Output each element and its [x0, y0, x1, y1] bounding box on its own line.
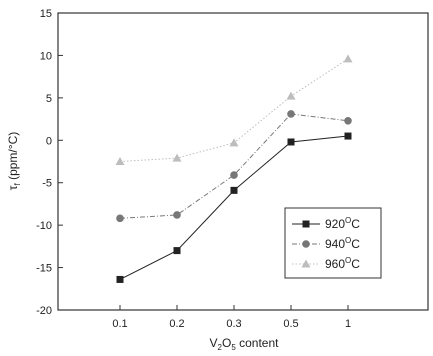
point-920 — [173, 247, 181, 255]
point-940 — [344, 116, 352, 125]
point-920 — [230, 186, 238, 194]
legend-label-960: 960OC — [325, 256, 360, 271]
plot-frame — [57, 12, 429, 311]
x-tick-label: 0.1 — [112, 318, 127, 330]
y-tick-label: -15 — [36, 263, 52, 275]
y-tick-label: 5 — [46, 93, 52, 105]
x-tick-label: 0.5 — [283, 318, 298, 330]
legend-marker-920 — [302, 220, 310, 228]
x-tick-label: 0.2 — [169, 318, 184, 330]
point-960 — [343, 54, 353, 63]
point-960 — [172, 153, 182, 162]
point-940 — [287, 110, 295, 118]
legend-box — [284, 207, 382, 279]
x-axis-title: V2O5 content — [210, 336, 280, 352]
point-940 — [116, 214, 124, 223]
legend-label-940: 940OC — [325, 236, 360, 251]
y-tick-label: 10 — [40, 50, 52, 62]
point-920 — [116, 275, 124, 283]
point-960 — [286, 91, 296, 100]
legend-marker-940 — [302, 240, 310, 248]
y-axis-title: τf (ppm/°C) — [6, 132, 22, 190]
point-920 — [287, 138, 295, 146]
series-layer — [115, 54, 353, 283]
x-tick-label: 0.3 — [226, 318, 241, 330]
y-tick-label: -10 — [36, 220, 52, 232]
y-tick-label: -5 — [42, 178, 52, 190]
series-line-940 — [119, 113, 349, 219]
x-tick-label: 1 — [345, 318, 351, 330]
point-940 — [230, 171, 238, 179]
legend: 920OC 940OC 960OC — [284, 207, 382, 279]
point-940 — [173, 211, 181, 219]
legend-label-920: 920OC — [325, 216, 360, 231]
y-tick-label: 15 — [40, 8, 52, 20]
legend-marker-960 — [301, 259, 311, 268]
y-tick-label: -20 — [36, 305, 52, 317]
point-920 — [344, 132, 352, 140]
point-960 — [115, 157, 125, 165]
tick-layer: -20 -15 -10 -5 0 5 10 15 0.1 0.2 0.3 0.5 1 — [36, 8, 351, 330]
y-tick-label: 0 — [46, 135, 52, 147]
point-960 — [229, 138, 239, 147]
